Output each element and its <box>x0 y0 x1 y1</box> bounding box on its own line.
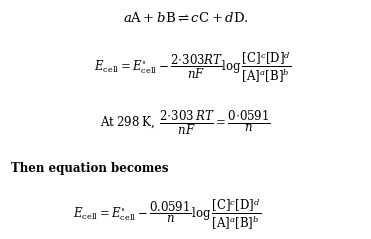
Text: $\mathit{a}\mathrm{A} + \mathit{b}\mathrm{B} \rightleftharpoons \mathit{c}\mathr: $\mathit{a}\mathrm{A} + \mathit{b}\mathr… <box>123 11 248 25</box>
Text: $E_{\mathrm{cell}} = E^{\circ}_{\mathrm{cell}} - \dfrac{2{\cdot}303RT}{nF} \log : $E_{\mathrm{cell}} = E^{\circ}_{\mathrm{… <box>94 49 292 85</box>
Text: $E_{\mathrm{cell}} = E^{\circ}_{\mathrm{cell}} - \dfrac{0.0591}{n} \log \dfrac{[: $E_{\mathrm{cell}} = E^{\circ}_{\mathrm{… <box>73 196 261 232</box>
Text: Then equation becomes: Then equation becomes <box>11 162 169 175</box>
Text: $\mathrm{At\;298\;K,}\; \dfrac{2{\cdot}303\,RT}{nF} = \dfrac{0{\cdot}0591}{n}$: $\mathrm{At\;298\;K,}\; \dfrac{2{\cdot}3… <box>100 109 271 137</box>
